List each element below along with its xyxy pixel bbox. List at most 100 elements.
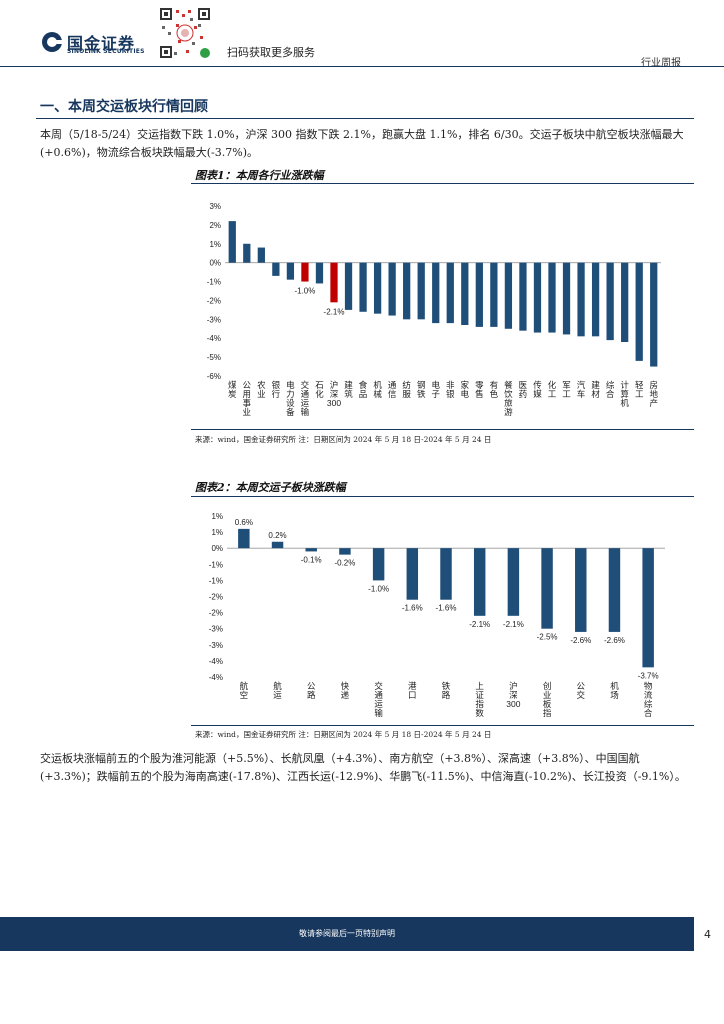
y-tick-label: -1% — [209, 576, 223, 585]
bar-30 — [650, 262, 658, 367]
bar-9 — [507, 548, 520, 616]
bar-data-label: -3.7% — [638, 671, 659, 680]
y-tick-label: -5% — [207, 353, 221, 362]
bar-data-label: -2.6% — [570, 636, 591, 645]
bar-9 — [344, 262, 353, 310]
x-category-label: 零售 — [475, 380, 484, 399]
x-category-label: 计算机 — [620, 380, 629, 408]
x-category-label: 物流综合 — [644, 681, 653, 718]
bar-2 — [271, 541, 284, 549]
bar-17 — [461, 262, 469, 325]
bar-13 — [642, 548, 654, 668]
x-category-label: 航运 — [273, 681, 282, 700]
bar-data-label: -2.6% — [604, 636, 625, 645]
industry-change-bar-chart: 3% 2% 1% 0% -1% -2% -3% -4% -5% -6% 煤炭公用事业农业银行电力设备… — [207, 202, 661, 417]
bar-1 — [228, 221, 236, 263]
x-category-label: 化工 — [548, 380, 557, 399]
y-tick-label: -1% — [209, 560, 223, 569]
bar-12 — [388, 262, 396, 316]
x-category-label: 汽车 — [577, 380, 586, 399]
bar-10 — [359, 262, 367, 312]
bar-7 — [315, 262, 324, 284]
bar-5 — [372, 548, 385, 581]
x-category-label: 建筑 — [344, 380, 353, 399]
bar-16 — [446, 262, 454, 324]
x-category-label: 建材 — [591, 380, 600, 399]
bar-15 — [432, 262, 440, 324]
bar-data-label: -1.6% — [402, 604, 423, 613]
figure1-bottom-rule — [191, 429, 694, 430]
bar-10 — [541, 548, 553, 629]
logo-chinese-name: 国金证券 — [67, 34, 136, 53]
bar-14 — [417, 262, 425, 320]
qr-caption: 扫码获取更多服务 — [227, 46, 315, 59]
x-category-label: 石化 — [315, 380, 324, 399]
y-tick-label: 3% — [209, 202, 221, 211]
x-category-label: 航空 — [240, 681, 249, 700]
bar-5 — [286, 262, 295, 280]
logo-english-name: SINOLINK SECURITIES — [67, 48, 145, 55]
x-category-label: 综合 — [606, 380, 615, 399]
y-tick-label: -4% — [207, 334, 221, 343]
bar-11 — [575, 548, 587, 632]
x-category-label: 纺服 — [402, 380, 411, 399]
bar-data-label: -2.1% — [503, 620, 524, 629]
x-category-label: 军工 — [562, 380, 571, 399]
bar-29 — [635, 262, 643, 361]
x-category-label: 公交 — [577, 681, 586, 700]
footer-disclaimer: 敬请参阅最后一页特别声明 — [299, 929, 395, 938]
bar-25 — [577, 262, 585, 337]
y-tick-label: -3% — [209, 625, 223, 634]
bar-data-label: -1.0% — [294, 287, 315, 296]
bar-data-label: 0.6% — [235, 518, 253, 527]
x-category-label: 房地产 — [649, 380, 658, 408]
y-tick-label: -1% — [207, 278, 221, 287]
y-tick-label: -4% — [209, 657, 223, 666]
qr-code-icon[interactable] — [158, 6, 212, 60]
bar-data-label: -0.1% — [301, 555, 322, 564]
footer-bar — [0, 917, 694, 951]
y-tick-label: 2% — [209, 221, 221, 230]
x-category-label: 创业板指 — [543, 681, 552, 718]
bar-28 — [621, 262, 629, 342]
x-category-label: 电力设备 — [286, 380, 295, 417]
figure2-source: 来源：wind，国金证券研究所 注：日期区间为 2024 年 5 月 18 日-… — [195, 730, 492, 739]
bar-23 — [548, 262, 556, 333]
page-number: 4 — [704, 928, 711, 941]
x-category-label: 公用事业 — [243, 380, 252, 417]
bar-4 — [339, 548, 351, 555]
y-tick-label: -6% — [207, 372, 221, 381]
bar-3 — [257, 247, 265, 263]
report-type-label: 行业周报 — [641, 58, 681, 69]
bar-21 — [519, 262, 527, 331]
bar-26 — [591, 262, 600, 337]
x-category-label: 农业 — [257, 380, 266, 399]
y-tick-label: 1% — [211, 528, 223, 537]
bar-2 — [243, 243, 251, 263]
y-tick-label: -2% — [209, 609, 223, 618]
x-category-label: 上证指数 — [475, 681, 484, 718]
bar-6 — [301, 262, 309, 282]
bar-13 — [403, 262, 411, 320]
bar-27 — [606, 262, 614, 341]
y-tick-label: -3% — [209, 641, 223, 650]
bar-8 — [330, 262, 338, 303]
bar-1 — [238, 528, 250, 549]
y-tick-label: 1% — [209, 240, 221, 249]
x-category-label: 钢铁 — [417, 380, 426, 399]
x-category-label: 沪深 300 — [506, 681, 520, 709]
x-category-label: 食品 — [359, 380, 368, 399]
section-title-rule — [36, 118, 694, 119]
x-category-label: 煤炭 — [228, 380, 237, 399]
x-category-label: 沪深 300 — [327, 380, 341, 408]
bar-24 — [562, 262, 571, 335]
y-tick-label: 0% — [211, 544, 223, 553]
x-category-label: 公路 — [307, 681, 316, 700]
y-tick-label: -2% — [207, 296, 221, 305]
bar-7 — [440, 548, 452, 600]
x-category-label: 通信 — [388, 380, 397, 399]
section-title: 一、本周交运板块行情回顾 — [40, 99, 208, 115]
x-category-label: 机械 — [373, 380, 382, 399]
x-category-label: 交通运输 — [301, 380, 310, 417]
bar-data-label: -2.1% — [324, 307, 345, 316]
